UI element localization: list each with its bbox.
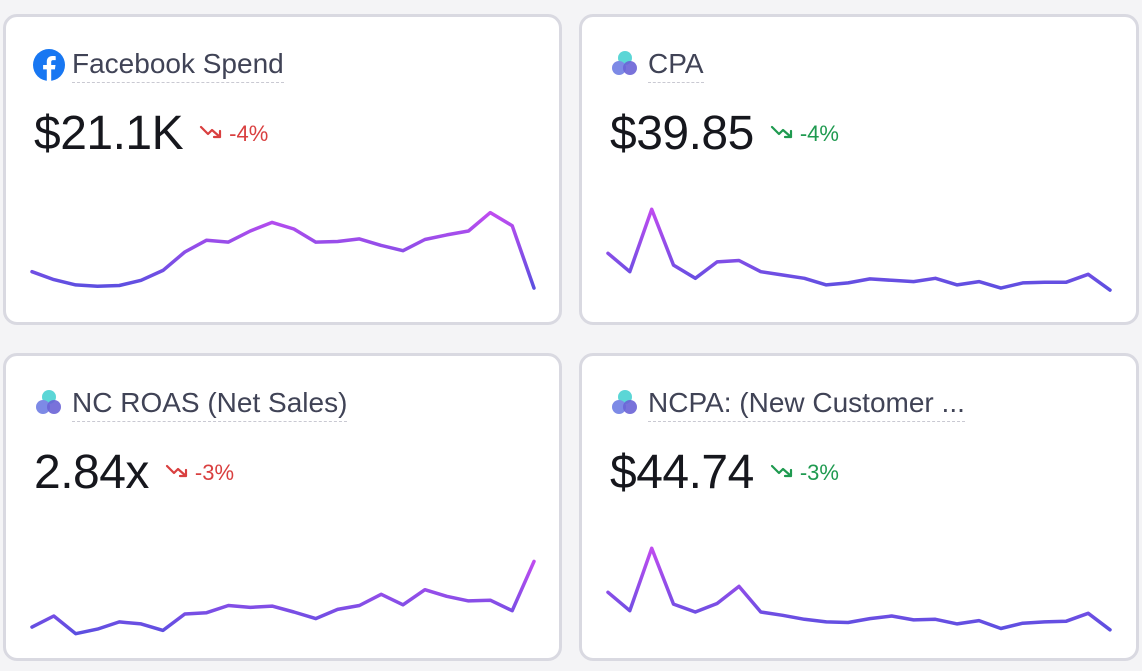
card-header: NC ROAS (Net Sales): [33, 385, 348, 422]
metric-value: 2.84x: [34, 446, 149, 499]
delta-badge: -3%: [770, 462, 839, 484]
metric-card-nc-roas[interactable]: NC ROAS (Net Sales) 2.84x -3%: [3, 353, 562, 661]
sparkline-line: [30, 559, 536, 636]
card-header: NCPA: (New Customer ...: [609, 385, 965, 422]
metric-card-cpa[interactable]: CPA $39.85 -4%: [579, 14, 1139, 325]
card-title[interactable]: NCPA: (New Customer ...: [648, 385, 965, 422]
delta-badge: -4%: [199, 123, 268, 145]
metric-card-ncpa[interactable]: NCPA: (New Customer ... $44.74 -3%: [579, 353, 1139, 661]
sparkline-line: [606, 546, 1112, 632]
sparkline-chart: [30, 559, 536, 636]
card-title[interactable]: NC ROAS (Net Sales): [72, 385, 348, 422]
multi-circle-icon: [33, 388, 65, 420]
card-title[interactable]: CPA: [648, 46, 704, 83]
card-header: Facebook Spend: [33, 46, 284, 83]
metric-value: $21.1K: [34, 107, 184, 160]
delta-value: -3%: [799, 460, 839, 485]
sparkline-chart: [30, 210, 536, 290]
trend-down-icon: [199, 123, 225, 145]
delta-badge: -3%: [165, 462, 234, 484]
card-header: CPA: [609, 46, 704, 83]
trend-down-icon: [770, 123, 796, 145]
delta-badge: -4%: [770, 123, 839, 145]
sparkline-chart: [606, 207, 1112, 292]
sparkline-line: [30, 210, 536, 290]
multi-circle-icon: [609, 49, 641, 81]
trend-down-icon: [770, 462, 796, 484]
delta-value: -4%: [799, 121, 839, 146]
metric-card-facebook-spend[interactable]: Facebook Spend $21.1K -4%: [3, 14, 562, 325]
card-title[interactable]: Facebook Spend: [72, 46, 284, 83]
multi-circle-icon: [609, 388, 641, 420]
sparkline-chart: [606, 546, 1112, 632]
delta-value: -3%: [194, 460, 235, 485]
facebook-icon: [33, 48, 65, 81]
sparkline-line: [606, 207, 1112, 292]
metric-value: $39.85: [610, 107, 754, 160]
metric-value: $44.74: [610, 446, 754, 499]
trend-down-icon: [165, 462, 191, 484]
delta-value: -4%: [229, 121, 269, 146]
